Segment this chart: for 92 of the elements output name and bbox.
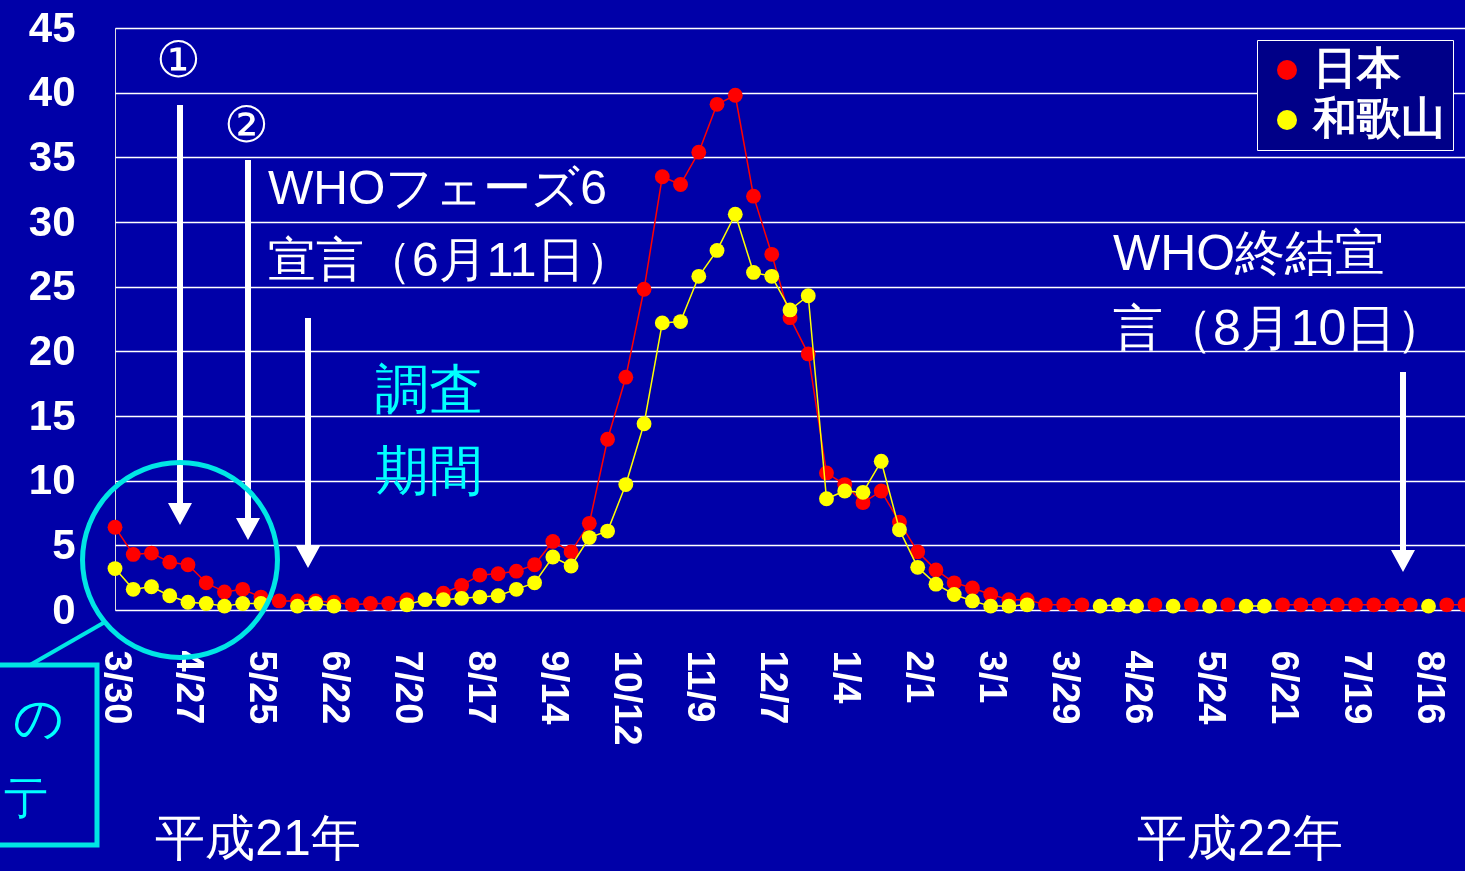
point	[326, 598, 342, 614]
point	[581, 530, 597, 545]
point	[417, 592, 433, 608]
point	[162, 588, 178, 604]
x-tick-label: 1/4	[826, 650, 869, 704]
point	[545, 549, 561, 565]
x-tick-label: 8/17	[461, 650, 504, 725]
point	[563, 558, 579, 574]
point	[198, 596, 214, 611]
point	[1129, 598, 1145, 614]
point	[399, 597, 415, 613]
point	[746, 265, 761, 280]
point	[290, 598, 305, 614]
x-tick-label: 3/30	[96, 650, 139, 725]
point	[1110, 597, 1126, 613]
point	[691, 268, 707, 284]
legend-label: 和歌山	[1312, 93, 1445, 142]
point	[527, 575, 543, 591]
point	[454, 590, 470, 606]
annotation: WHO終結宣言（8月10日）	[1113, 225, 1447, 356]
point	[855, 484, 871, 500]
point	[490, 588, 506, 604]
y-tick-label: 25	[28, 262, 76, 310]
point	[636, 416, 652, 432]
x-tick-label: 4/26	[1118, 650, 1161, 725]
x-tick-label: 4/27	[169, 650, 212, 725]
x-tick-label: 12/7	[753, 650, 796, 725]
point	[217, 598, 232, 614]
y-tick-label: 20	[28, 326, 76, 374]
point	[782, 302, 798, 318]
point	[180, 594, 196, 610]
x-tick-label: 2/1	[899, 650, 942, 704]
annotation: ①	[155, 32, 201, 88]
point	[873, 453, 889, 469]
point	[764, 268, 780, 284]
point	[928, 576, 944, 592]
x-tick-label: 7/19	[1337, 650, 1380, 725]
x-tick-label: 5/25	[242, 650, 285, 725]
y-tick-label: 40	[28, 68, 76, 116]
point	[800, 288, 816, 304]
point	[1256, 598, 1272, 614]
point	[727, 206, 743, 222]
point	[946, 587, 962, 602]
point	[144, 579, 159, 595]
annotation: ②	[223, 97, 269, 153]
point	[1238, 598, 1254, 614]
legend-label: 日本	[1313, 43, 1401, 92]
point	[819, 491, 834, 507]
x-tick-label: 9/14	[534, 650, 577, 725]
point	[618, 477, 634, 492]
x-tick-label: 6/22	[315, 650, 358, 725]
annotation: WHOフェーズ6宣言（6月11日）	[268, 161, 633, 286]
point	[892, 522, 907, 538]
y-tick-label: 35	[28, 132, 76, 180]
point	[965, 593, 980, 609]
y-tick-label: 0	[52, 585, 76, 633]
point	[673, 314, 688, 329]
point	[508, 581, 524, 597]
text: 平成21年	[155, 810, 361, 866]
y-tick-label: 5	[52, 520, 76, 568]
point	[1001, 598, 1017, 614]
point	[983, 598, 999, 614]
x-tick-label: 7/20	[388, 650, 431, 725]
y-tick-label: 15	[28, 391, 76, 439]
point	[1019, 597, 1035, 613]
point	[837, 483, 853, 499]
x-tick-label: 10/12	[607, 650, 650, 746]
x-tick-label: 5/24	[1191, 650, 1234, 725]
point	[235, 596, 251, 611]
point	[107, 561, 123, 577]
point	[910, 559, 926, 575]
x-tick-label: 11/9	[680, 650, 723, 723]
point	[1165, 598, 1181, 614]
y-tick-label: 10	[28, 456, 76, 504]
point	[654, 315, 670, 331]
point	[600, 523, 615, 539]
x-tick-label: 6/21	[1264, 650, 1307, 725]
x-tick-label: 3/29	[1045, 650, 1088, 725]
point	[1202, 598, 1218, 614]
text: 平成22年	[1137, 810, 1343, 866]
point	[1092, 598, 1108, 614]
point	[435, 592, 451, 608]
point	[709, 243, 725, 258]
x-tick-label: 8/16	[1410, 650, 1453, 725]
y-tick-label: 30	[28, 197, 76, 245]
point	[1421, 598, 1436, 614]
point	[125, 581, 141, 597]
text: の	[12, 690, 64, 746]
text: 亍	[4, 773, 48, 822]
y-tick-label: 45	[28, 3, 76, 51]
point	[472, 589, 488, 605]
x-tick-label: 3/1	[972, 650, 1015, 704]
